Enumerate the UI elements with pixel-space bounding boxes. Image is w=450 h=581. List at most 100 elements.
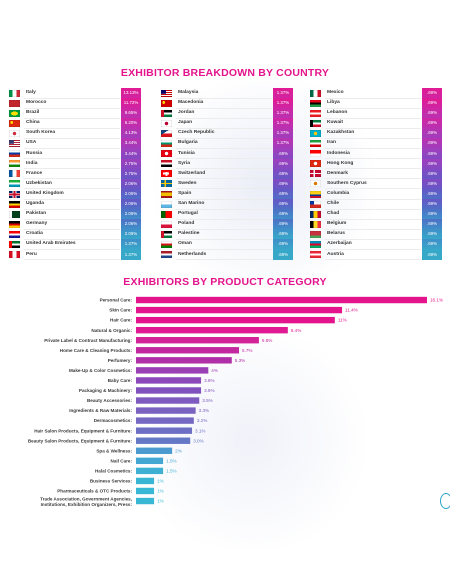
country-percentage: .69% [422, 219, 442, 230]
country-percentage: 6.20% [121, 118, 141, 129]
category-label: Hair Salon Products, Equipment & Furnitu… [34, 428, 132, 433]
country-row: Kazakhstan .69% [310, 128, 442, 139]
country-name: Sweden [178, 180, 197, 186]
country-percentage: .69% [422, 178, 442, 189]
hong-kong-flag-icon [310, 160, 321, 168]
country-row: Southern Cyprus .69% [310, 178, 442, 189]
row-divider [24, 117, 120, 119]
country-name: USA [26, 140, 37, 146]
country-percentage: .69% [422, 138, 442, 149]
row-divider [24, 148, 120, 149]
colombia-flag-icon [310, 190, 321, 198]
country-row: Chad .69% [310, 209, 442, 220]
category-label: Personal Care: [100, 298, 133, 303]
row-divider [325, 228, 421, 230]
row-divider [24, 188, 120, 189]
country-percentage: 11.72% [121, 98, 141, 109]
country-row: Russia 3.44% [9, 148, 141, 159]
france-flag-icon [9, 170, 20, 178]
country-percentage: .69% [273, 209, 293, 220]
country-name: Italy [26, 90, 36, 95]
morocco-flag-icon [9, 99, 20, 107]
country-row: Iran .69% [310, 138, 442, 149]
country-percentage: 2.06% [121, 229, 141, 240]
indonesia-flag-icon [310, 150, 321, 158]
country-percentage: 4.13% [121, 128, 141, 139]
country-row: China 6.20% [9, 118, 141, 129]
spain-flag-icon [161, 190, 172, 198]
sweden-flag-icon [161, 180, 172, 188]
croatia-flag-icon [9, 230, 20, 238]
country-row: Tunisia .69% [161, 148, 293, 159]
category-value-label: 5.3% [235, 358, 245, 363]
category-value-label: 8.4% [291, 328, 301, 333]
category-bar [136, 337, 259, 344]
country-row: Palestine .69% [161, 229, 293, 240]
category-value-label: 1.5% [166, 458, 176, 463]
country-row: India 2.75% [9, 158, 141, 169]
category-label: Make-Up & Color Cosmetics: [69, 368, 133, 373]
row-divider [176, 107, 272, 109]
country-name: San Marino [178, 201, 205, 207]
country-percentage: .69% [273, 168, 293, 179]
country-percentage: 1.37% [273, 138, 293, 149]
country-name: Austria [327, 251, 344, 257]
category-bar [136, 457, 164, 465]
row-divider [24, 238, 120, 240]
category-bar [136, 487, 155, 495]
japan-flag-icon [161, 119, 172, 127]
row-divider [176, 228, 272, 230]
country-percentage: 2.06% [121, 199, 141, 210]
row-divider [325, 168, 421, 169]
country-name: India [26, 160, 38, 166]
country-percentage: .69% [422, 88, 442, 99]
iran-flag-icon [310, 140, 321, 148]
row-divider [325, 249, 421, 250]
country-percentage: 1.37% [273, 128, 293, 139]
country-name: Belarus [327, 231, 345, 237]
country-percentage: .69% [422, 98, 442, 109]
row-divider [24, 127, 120, 129]
germany-flag-icon [9, 220, 20, 228]
category-label: Dermacosmetics: [94, 418, 133, 423]
row-divider [24, 158, 120, 159]
country-percentage: .69% [422, 168, 442, 179]
category-value-label: 3.6% [204, 378, 214, 383]
row-divider [24, 218, 120, 220]
category-bar [136, 306, 343, 314]
italy-flag-icon [9, 89, 20, 97]
country-name: Pakistan [26, 211, 47, 217]
country-name: Libya [327, 100, 340, 106]
row-divider [24, 228, 120, 230]
country-row: Azerbaijan .69% [310, 239, 442, 250]
row-divider [176, 97, 272, 99]
poland-flag-icon [161, 220, 172, 228]
category-label: Baby Care: [108, 378, 133, 383]
country-percentage: .69% [273, 249, 293, 260]
category-bar [136, 296, 427, 304]
country-name: Hong Kong [327, 160, 354, 166]
country-percentage: 9.65% [121, 108, 141, 119]
row-divider [325, 97, 421, 99]
row-divider [24, 168, 120, 169]
country-name: Macedonia [178, 100, 204, 106]
country-row: Belarus .69% [310, 229, 442, 240]
country-name: Uganda [26, 201, 44, 207]
country-row: Lebanon .69% [310, 108, 442, 119]
country-percentage: 1.37% [121, 249, 141, 260]
country-section-title: EXHIBITOR BREAKDOWN BY COUNTRY [120, 67, 330, 79]
row-divider [24, 178, 120, 179]
product-chart-title: EXHIBITORS BY PRODUCT CATEGORY [123, 276, 327, 288]
chile-flag-icon [310, 200, 321, 208]
row-divider [325, 188, 421, 189]
row-divider [24, 198, 120, 200]
row-divider [24, 249, 120, 250]
row-divider [176, 137, 272, 139]
row-divider [176, 208, 272, 210]
background-blob [150, 70, 380, 300]
country-row: Bulgaria 1.37% [161, 138, 293, 149]
category-value-label: 11.4% [345, 308, 358, 313]
country-percentage: .69% [273, 158, 293, 169]
row-divider [176, 198, 272, 200]
country-percentage: .69% [422, 239, 442, 250]
